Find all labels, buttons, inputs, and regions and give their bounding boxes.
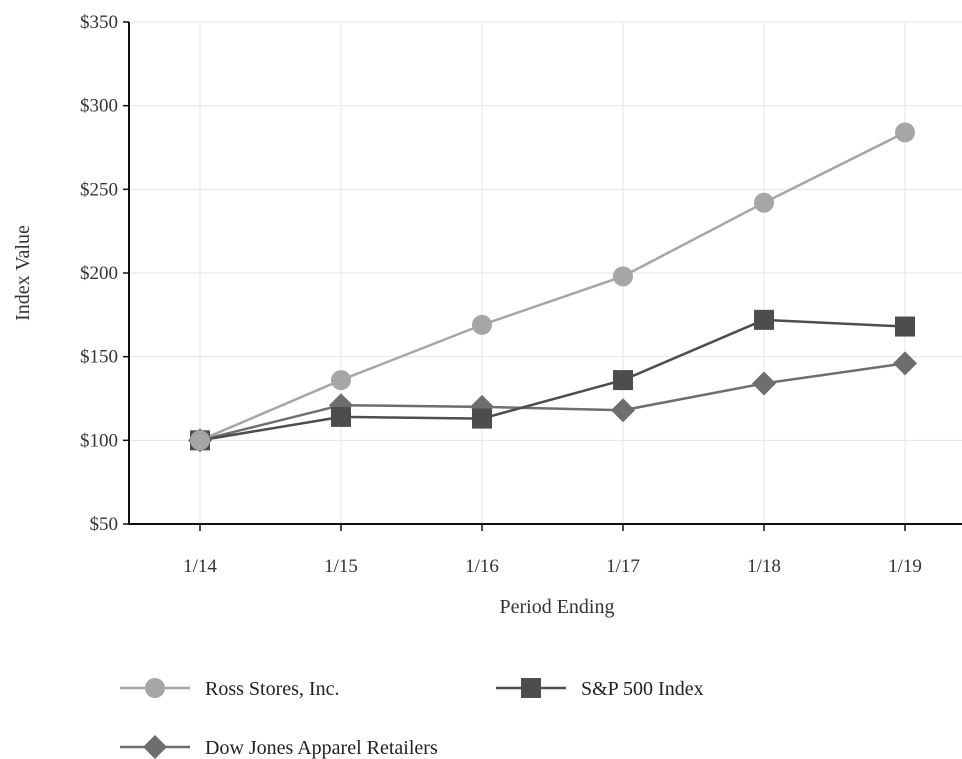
y-axis-ticks: $50 $100 $150 $200 $250 $300 $350 [80,12,129,535]
data-point-diamond [893,351,917,376]
legend-marker-square [521,678,541,698]
legend: Ross Stores, Inc. S&P 500 Index Dow Jones … [120,678,704,759]
y-tick-label: $150 [80,347,118,368]
data-point-square [754,309,774,330]
data-point-circle [472,314,492,335]
y-tick-label: $200 [80,263,118,284]
y-tick-label: $350 [80,12,118,33]
legend-label: S&P 500 Index [581,678,704,700]
x-tick-label: 1/15 [324,556,358,577]
x-tick-label: 1/17 [606,556,640,577]
legend-label: Ross Stores, Inc. [205,678,339,700]
legend-marker-circle [145,678,165,698]
data-point-square [613,370,633,391]
x-tick-label: 1/18 [747,556,781,577]
data-point-circle [190,430,210,451]
series-line-square [199,318,906,442]
x-tick-label: 1/14 [183,556,217,577]
y-tick-label: $100 [80,430,118,451]
x-tick-label: 1/16 [465,556,499,577]
data-point-circle [754,192,774,213]
y-tick-label: $300 [80,96,118,117]
series-lines [188,122,917,453]
data-point-square [331,406,351,427]
x-tick-label: 1/19 [888,556,922,577]
data-point-circle [613,266,633,287]
series-line-diamond [199,362,906,442]
gridlines [129,21,962,524]
series-line-circle [199,131,906,442]
legend-label: Dow Jones Apparel Retailers [205,737,438,759]
legend-item: Ross Stores, Inc. [120,678,339,700]
data-point-circle [895,122,915,143]
x-axis-ticks: 1/14 1/15 1/16 1/17 1/18 1/19 [183,524,922,577]
legend-marker-diamond [143,735,167,759]
y-tick-label: $250 [80,179,118,200]
legend-item: S&P 500 Index [496,678,704,700]
data-point-square [472,408,492,429]
y-axis-title: Index Value [12,225,34,321]
data-point-circle [331,370,351,391]
data-point-diamond [611,398,635,423]
data-point-diamond [752,371,776,396]
data-point-square [895,316,915,337]
x-axis-title: Period Ending [500,596,615,618]
y-tick-label: $50 [90,514,119,535]
legend-item: Dow Jones Apparel Retailers [120,735,438,759]
